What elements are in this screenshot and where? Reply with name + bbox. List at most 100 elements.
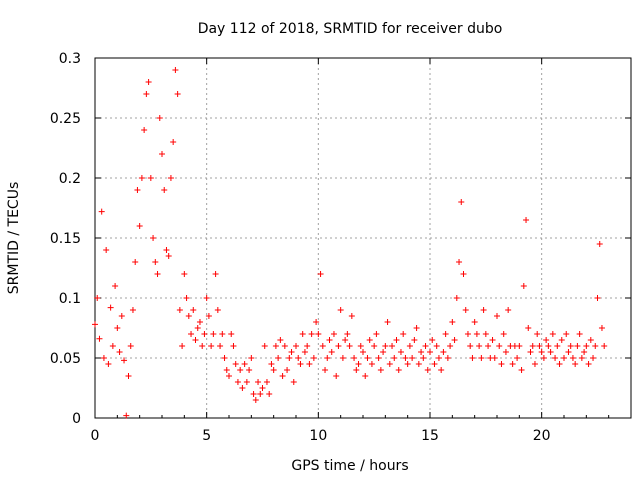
data-point: [103, 247, 110, 253]
data-point: [362, 373, 369, 379]
y-tick-label: 0.05: [50, 351, 81, 367]
data-point: [464, 331, 471, 337]
data-point: [422, 343, 429, 349]
data-point: [237, 367, 244, 373]
data-point: [214, 307, 221, 313]
data-point: [520, 283, 527, 289]
data-point: [424, 367, 431, 373]
data-point: [159, 151, 165, 157]
data-point: [308, 331, 315, 337]
data-point: [134, 187, 141, 193]
data-point: [123, 412, 130, 419]
tick-labels: 0 5 10 15 20 0 0.05 0.1 0.15 0.2 0.25 0.3: [50, 51, 551, 444]
data-point: [406, 343, 413, 349]
data-point: [438, 367, 445, 373]
data-point: [409, 355, 416, 361]
data-point: [194, 325, 201, 331]
data-point: [205, 313, 212, 319]
data-point: [554, 343, 561, 349]
data-point: [368, 361, 375, 367]
data-point: [109, 343, 116, 349]
data-point: [547, 349, 554, 355]
data-point: [288, 349, 295, 355]
data-point: [279, 373, 286, 379]
data-point: [152, 259, 159, 265]
data-point: [538, 349, 545, 355]
data-point: [324, 355, 331, 361]
data-point: [393, 337, 400, 343]
data-point: [100, 355, 107, 361]
data-point: [92, 321, 98, 328]
data-point: [397, 349, 404, 355]
data-point: [326, 337, 333, 343]
data-point: [210, 331, 217, 337]
data-point: [404, 361, 411, 367]
data-point: [284, 367, 291, 373]
data-point: [552, 355, 559, 361]
data-point: [179, 343, 186, 349]
data-point: [534, 331, 541, 337]
data-point: [444, 355, 451, 361]
data-point: [201, 331, 208, 337]
y-axis-label: SRMTID / TECUs: [6, 182, 22, 295]
data-point: [112, 283, 119, 289]
data-point: [420, 355, 427, 361]
data-point: [105, 361, 112, 367]
data-point: [310, 355, 317, 361]
data-point: [449, 319, 456, 325]
data-point: [234, 379, 241, 385]
data-point: [295, 355, 302, 361]
data-point: [257, 391, 264, 397]
x-axis-label: GPS time / hours: [291, 458, 408, 474]
data-point: [462, 307, 469, 313]
data-point: [268, 361, 275, 367]
data-point: [322, 367, 329, 373]
x-tick-label: 5: [202, 428, 211, 444]
data-point: [348, 313, 355, 319]
data-point: [96, 335, 103, 342]
data-point: [509, 361, 516, 367]
data-point: [181, 271, 188, 277]
data-point: [301, 349, 308, 355]
data-point: [413, 325, 420, 331]
data-point: [502, 349, 509, 355]
data-point: [319, 343, 326, 349]
data-point: [293, 343, 299, 349]
data-point: [277, 337, 284, 343]
data-point: [590, 355, 597, 361]
data-point: [286, 355, 293, 361]
data-point: [241, 361, 248, 367]
data-point: [572, 361, 579, 367]
data-point: [272, 343, 279, 349]
data-point: [217, 343, 224, 349]
data-point: [563, 331, 570, 337]
data-point: [585, 361, 592, 367]
data-point: [330, 331, 337, 337]
data-point: [176, 307, 183, 313]
data-point: [516, 343, 523, 349]
data-point: [290, 379, 297, 385]
data-point: [132, 259, 139, 265]
data-point: [536, 343, 543, 349]
data-point: [567, 343, 574, 349]
data-point: [373, 331, 380, 337]
data-point: [433, 343, 440, 349]
data-point: [165, 253, 172, 259]
data-point: [161, 187, 168, 193]
data-point: [569, 355, 576, 361]
data-point: [339, 355, 346, 361]
data-point: [395, 367, 402, 373]
data-point: [453, 295, 460, 301]
data-point: [167, 175, 174, 181]
data-point: [391, 355, 398, 361]
data-point: [415, 361, 422, 367]
data-point: [230, 343, 237, 349]
data-point: [196, 319, 203, 325]
data-point: [304, 343, 311, 349]
data-point: [371, 343, 378, 349]
data-point: [250, 391, 257, 397]
data-point: [136, 223, 143, 229]
data-point: [98, 208, 105, 215]
